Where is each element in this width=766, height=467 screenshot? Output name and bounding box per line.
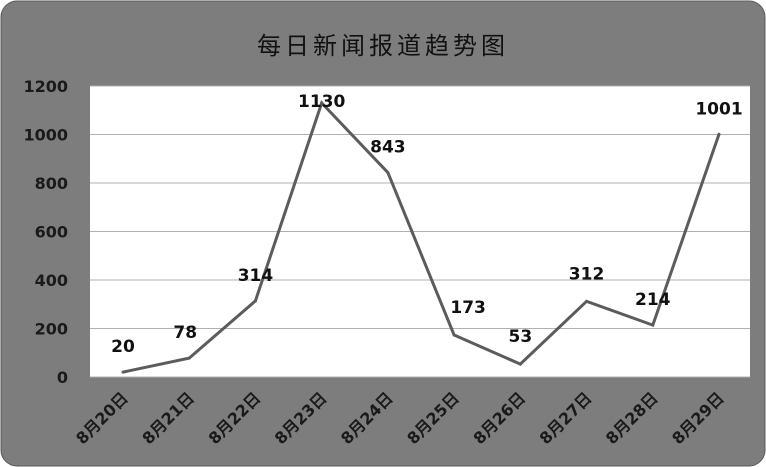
data-label: 173 xyxy=(450,298,486,318)
data-label: 20 xyxy=(111,337,135,357)
y-tick-label: 200 xyxy=(35,320,68,339)
data-label: 314 xyxy=(238,266,274,286)
data-point xyxy=(717,132,721,136)
data-labels: 20 78 314 1130 843 173 53 312 214 1001 xyxy=(111,92,743,357)
data-point xyxy=(452,333,456,337)
y-tick-label: 400 xyxy=(35,271,68,290)
series-line xyxy=(122,100,721,374)
data-label: 1001 xyxy=(695,99,742,119)
data-point xyxy=(320,101,324,105)
data-label: 214 xyxy=(635,290,671,310)
gridlines xyxy=(90,85,750,378)
data-label: 1130 xyxy=(298,92,345,112)
data-label: 53 xyxy=(508,327,532,347)
data-point xyxy=(121,370,125,374)
data-label: 312 xyxy=(569,264,605,284)
y-tick-label: 1000 xyxy=(23,126,68,145)
data-point xyxy=(253,299,257,303)
data-point xyxy=(518,362,522,366)
y-tick-label: 600 xyxy=(35,223,68,242)
y-tick-label: 0 xyxy=(57,368,68,387)
data-label: 843 xyxy=(370,138,406,158)
data-label: 78 xyxy=(173,323,197,343)
data-point xyxy=(585,299,589,303)
y-tick-label: 800 xyxy=(35,174,68,193)
y-axis-ticks: 0 200 400 600 800 1000 1200 xyxy=(23,77,68,387)
data-point xyxy=(187,356,191,360)
data-point xyxy=(386,171,390,175)
y-tick-label: 1200 xyxy=(23,77,68,96)
data-point xyxy=(651,323,655,327)
chart-title: 每日新闻报道趋势图 xyxy=(257,32,509,60)
series-line-group xyxy=(121,100,721,374)
